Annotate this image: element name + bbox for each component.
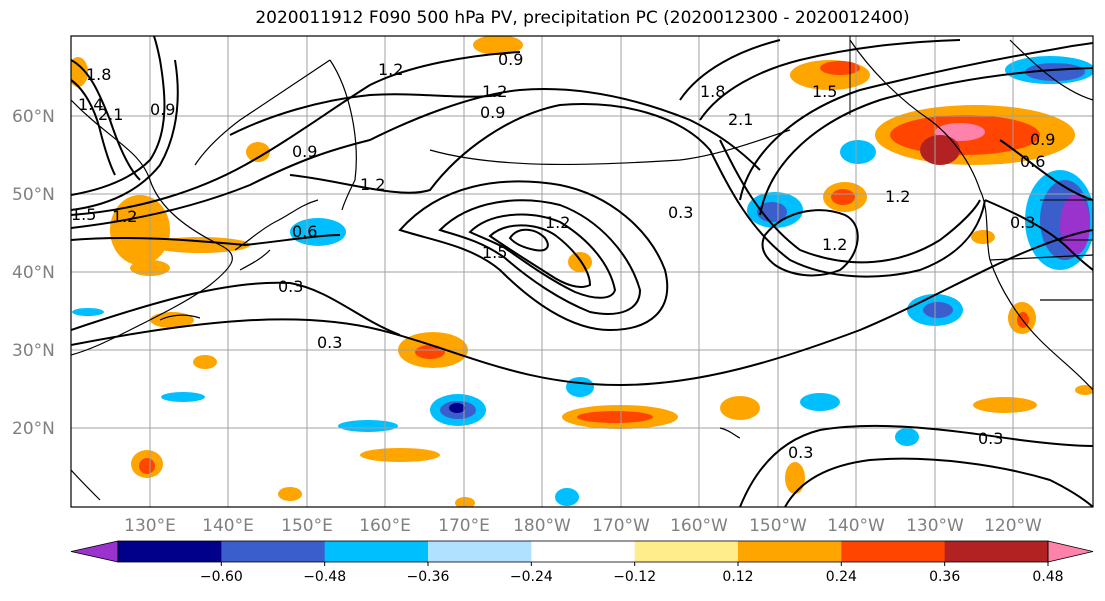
colorbar-segment bbox=[118, 541, 222, 562]
contour-label: 0.9 bbox=[498, 50, 523, 69]
contour-label: 0.3 bbox=[317, 333, 342, 352]
colorbar-segment bbox=[634, 541, 739, 562]
contour-label: 0.9 bbox=[292, 142, 317, 161]
contour-label: 1.2 bbox=[378, 60, 403, 79]
colorbar-segment bbox=[324, 541, 429, 562]
lon-label: 140°E bbox=[202, 516, 254, 536]
colorbar-tick-label: −0.12 bbox=[613, 569, 656, 585]
colorbar-segment bbox=[531, 541, 636, 562]
colorbar-tick-label: −0.48 bbox=[303, 569, 346, 585]
contour-label: 1.5 bbox=[482, 243, 507, 262]
plot-frame bbox=[70, 35, 1094, 508]
contour-label: 1.2 bbox=[360, 175, 385, 194]
contour-label: 1.4 bbox=[78, 95, 103, 114]
colorbar-tick-label: 0.36 bbox=[929, 569, 960, 585]
colorbar-tick-label: −0.36 bbox=[407, 569, 450, 585]
colorbar-outline bbox=[117, 540, 1049, 563]
colorbar-segment bbox=[944, 541, 1049, 562]
lon-label: 170°E bbox=[438, 516, 490, 536]
colorbar-segment bbox=[428, 541, 532, 562]
colorbar-segment bbox=[841, 541, 946, 562]
contour-label: 1.8 bbox=[700, 82, 725, 101]
colorbar-tick-label: −0.24 bbox=[510, 569, 553, 585]
colorbar-tick-labels: −0.60 −0.48 −0.36 −0.24 −0.12 0.12 0.24 0.36 0.4… bbox=[200, 562, 1064, 585]
colorbar-segment bbox=[738, 541, 842, 562]
lon-label: 160°E bbox=[359, 516, 411, 536]
map-title: 2020011912 F090 500 hPa PV, precipitatio… bbox=[255, 8, 910, 28]
contour-label: 1.2 bbox=[112, 207, 137, 226]
lat-label: 20°N bbox=[12, 419, 55, 439]
contour-label: 2.1 bbox=[98, 105, 123, 124]
colorbar-tick-label: 0.12 bbox=[722, 569, 753, 585]
graticule bbox=[71, 36, 1093, 507]
colorbar-tick-label: 0.24 bbox=[826, 569, 857, 585]
contour-label: 0.3 bbox=[978, 429, 1003, 448]
lat-label: 50°N bbox=[12, 185, 55, 205]
contour-label: 1.2 bbox=[885, 187, 910, 206]
lat-label: 40°N bbox=[12, 263, 55, 283]
contour-label: 0.6 bbox=[292, 222, 317, 241]
contour-label: 0.9 bbox=[480, 103, 505, 122]
contour-label: 2.1 bbox=[728, 110, 753, 129]
colorbar-tick-label: 0.48 bbox=[1032, 569, 1063, 585]
latitude-labels: 60°N 50°N 40°N 30°N 20°N bbox=[12, 107, 55, 439]
contour-label: 1.5 bbox=[812, 82, 837, 101]
lat-label: 30°N bbox=[12, 341, 55, 361]
colorbar-extend-low bbox=[70, 540, 119, 563]
lon-label: 130°W bbox=[906, 516, 964, 536]
lon-label: 120°W bbox=[984, 516, 1042, 536]
lon-label: 140°W bbox=[827, 516, 885, 536]
lon-label: 130°E bbox=[124, 516, 176, 536]
colorbar-extend-high bbox=[1047, 540, 1094, 563]
longitude-labels: 130°E 140°E 150°E 160°E 170°E 180°W 170°… bbox=[124, 516, 1042, 536]
lon-label: 150°W bbox=[749, 516, 807, 536]
contour-label: 1.2 bbox=[545, 213, 570, 232]
contour-label: 0.3 bbox=[1010, 213, 1035, 232]
contour-label: 0.6 bbox=[1020, 152, 1045, 171]
lon-label: 160°W bbox=[670, 516, 728, 536]
contour-label: 1.5 bbox=[71, 205, 96, 224]
contour-label: 1.2 bbox=[482, 82, 507, 101]
contour-label: 0.9 bbox=[1030, 130, 1055, 149]
colorbar-tick-label: −0.60 bbox=[200, 569, 243, 585]
colorbar bbox=[70, 540, 1094, 563]
lon-label: 170°W bbox=[592, 516, 650, 536]
contour-labels: 1.2 0.9 1.2 0.9 0.9 1.2 0.6 0.3 0.3 1.5 … bbox=[71, 50, 1055, 462]
precip-shading bbox=[71, 36, 1093, 507]
lon-label: 180°W bbox=[513, 516, 571, 536]
contour-label: 0.3 bbox=[278, 277, 303, 296]
colorbar-segment bbox=[221, 541, 326, 562]
contour-label: 1.2 bbox=[822, 235, 847, 254]
contour-label: 0.9 bbox=[150, 100, 175, 119]
contour-label: 1.8 bbox=[86, 65, 111, 84]
lat-label: 60°N bbox=[12, 107, 55, 127]
pv-contours bbox=[71, 36, 1093, 507]
contour-label: 0.3 bbox=[788, 443, 813, 462]
lon-label: 150°E bbox=[281, 516, 333, 536]
contour-label: 0.3 bbox=[668, 203, 693, 222]
